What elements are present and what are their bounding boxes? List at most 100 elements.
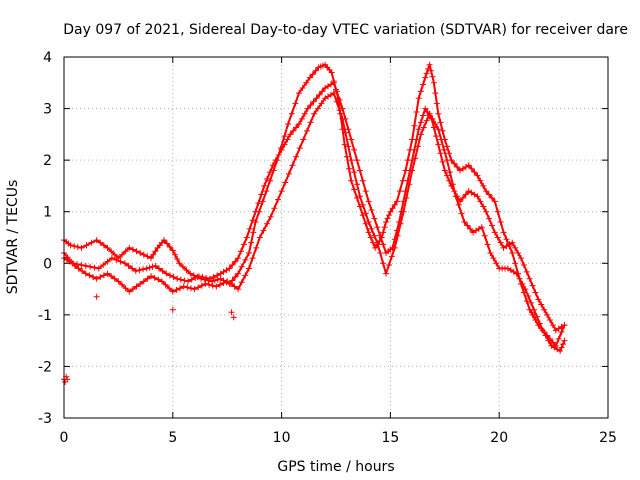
data-point-marker — [446, 150, 453, 157]
data-point-marker — [274, 196, 281, 203]
data-point-marker — [535, 296, 542, 303]
data-point-marker — [209, 282, 216, 289]
data-point-marker — [525, 292, 532, 299]
data-point-marker — [490, 255, 497, 262]
data-point-marker — [281, 133, 288, 140]
chart-title: Day 097 of 2021, Sidereal Day-to-day VTE… — [63, 22, 628, 38]
data-point-marker — [441, 167, 448, 174]
data-point-marker — [108, 255, 115, 262]
data-point-marker — [117, 258, 124, 265]
data-point-marker — [104, 258, 111, 265]
x-tick-label: 25 — [599, 430, 617, 446]
data-point-marker — [151, 274, 158, 281]
data-point-marker — [240, 241, 247, 248]
data-point-marker — [181, 277, 188, 284]
data-point-marker — [513, 270, 520, 277]
data-point-marker — [174, 275, 181, 282]
data-point-marker — [140, 278, 147, 285]
data-point-marker — [389, 205, 396, 212]
data-point-marker — [385, 262, 392, 269]
data-point-marker — [289, 162, 296, 169]
data-point-marker — [365, 198, 372, 205]
data-point-marker — [100, 262, 107, 269]
data-point-marker — [341, 141, 348, 148]
data-point-marker — [486, 215, 493, 222]
data-point-marker — [371, 215, 378, 222]
data-point-marker — [414, 143, 421, 150]
data-point-marker — [558, 329, 565, 336]
data-point-marker — [100, 272, 107, 279]
data-point-marker — [443, 172, 450, 179]
data-point-marker — [307, 102, 314, 109]
data-point-marker — [480, 203, 487, 210]
data-point-marker — [509, 249, 516, 256]
data-point-marker — [156, 265, 163, 272]
data-point-marker — [122, 285, 129, 292]
data-point-marker — [377, 232, 384, 239]
data-point-marker — [500, 229, 507, 236]
data-point-marker — [242, 272, 249, 279]
data-point-marker — [362, 188, 369, 195]
data-point-marker — [129, 265, 136, 272]
data-point-marker — [380, 229, 387, 236]
data-point-marker — [188, 276, 195, 283]
x-tick-label: 20 — [490, 430, 508, 446]
data-point-marker — [400, 208, 407, 215]
data-point-marker — [539, 327, 546, 334]
data-point-marker — [461, 219, 468, 226]
data-point-marker — [397, 220, 404, 227]
data-point-marker — [520, 262, 527, 269]
data-point-marker — [367, 234, 374, 241]
y-tick-label: 3 — [43, 102, 52, 118]
data-point-marker — [426, 110, 433, 117]
data-point-marker — [260, 227, 267, 234]
data-point-marker — [449, 181, 456, 188]
data-point-marker — [170, 274, 177, 281]
data-point-marker — [78, 262, 85, 269]
data-point-marker — [285, 170, 292, 177]
data-point-marker — [354, 157, 361, 164]
data-point-marker — [474, 172, 481, 179]
data-point-marker — [422, 105, 429, 112]
data-point-marker — [417, 119, 424, 126]
data-point-marker — [263, 188, 270, 195]
data-point-marker — [185, 278, 192, 285]
data-point-marker — [306, 74, 313, 81]
data-point-marker — [557, 347, 564, 354]
data-point-marker — [82, 270, 89, 277]
data-point-marker — [429, 115, 436, 122]
data-point-marker — [111, 275, 118, 282]
data-point-marker — [301, 110, 308, 117]
data-point-marker — [497, 239, 504, 246]
data-point-marker — [423, 117, 430, 124]
data-point-marker — [435, 126, 442, 133]
data-point-marker — [206, 275, 213, 282]
data-point-marker — [293, 153, 300, 160]
data-point-marker — [391, 244, 398, 251]
data-point-marker — [432, 90, 439, 97]
data-point-marker — [133, 248, 140, 255]
data-point-marker — [91, 264, 98, 271]
data-point-marker — [149, 263, 156, 270]
data-point-marker — [477, 198, 484, 205]
data-point-marker — [214, 276, 221, 283]
data-point-marker — [356, 193, 363, 200]
data-point-marker — [108, 273, 115, 280]
data-point-marker — [192, 274, 199, 281]
data-point-marker — [238, 263, 245, 270]
data-point-marker — [235, 270, 242, 277]
data-point-marker — [435, 141, 442, 148]
data-point-marker — [494, 208, 501, 215]
data-point-marker — [351, 186, 358, 193]
data-point-marker — [454, 164, 461, 171]
data-point-marker — [384, 215, 391, 222]
data-point-marker — [391, 201, 398, 208]
data-point-marker — [111, 251, 118, 258]
data-point-marker — [467, 225, 474, 232]
data-point-marker — [399, 177, 406, 184]
data-point-marker — [441, 146, 448, 153]
data-point-marker — [443, 143, 450, 150]
data-point-marker — [278, 188, 285, 195]
data-point-marker — [115, 278, 122, 285]
data-point-marker — [439, 127, 446, 134]
